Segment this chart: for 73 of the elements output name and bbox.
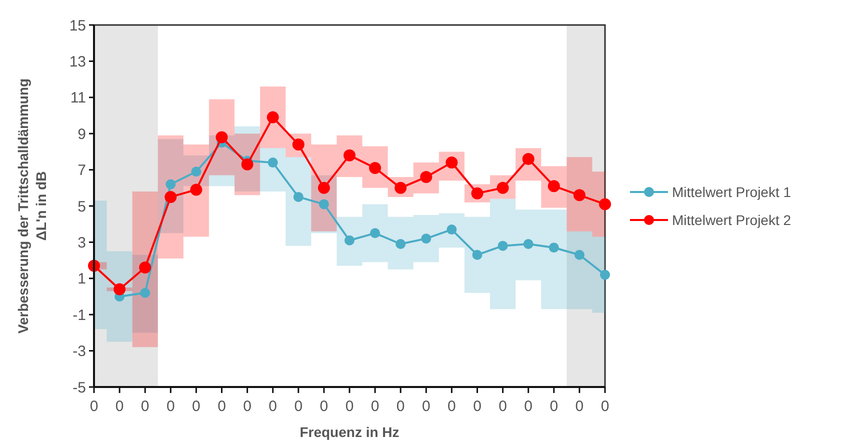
x-tick-label: 0 <box>422 398 430 415</box>
y-axis-title: Verbesserung der Trittschalldämmung ΔL'n in dB <box>15 78 49 334</box>
point <box>370 228 380 238</box>
x-tick-label: 0 <box>90 398 98 415</box>
point <box>471 187 484 200</box>
x-tick-label: 0 <box>575 398 584 415</box>
point <box>523 239 534 250</box>
point <box>548 242 559 253</box>
point <box>139 262 152 274</box>
x-tick-label: 0 <box>498 398 507 415</box>
point <box>292 138 304 150</box>
x-tick-label: 0 <box>320 398 328 415</box>
point <box>548 180 560 192</box>
point <box>266 111 279 124</box>
point <box>318 182 330 194</box>
legend-label: Mittelwert Projekt 2 <box>672 212 792 228</box>
x-tick-label: 0 <box>268 398 278 415</box>
point <box>166 179 176 190</box>
point <box>574 250 584 260</box>
point <box>420 171 432 184</box>
y-tick-label: -1 <box>72 306 86 324</box>
x-tick-label: 0 <box>294 398 303 415</box>
point <box>396 239 406 250</box>
point <box>318 199 329 210</box>
point <box>344 149 356 162</box>
x-tick-label: 0 <box>243 398 252 415</box>
y-tick-label: 15 <box>69 17 86 34</box>
x-tick-label: 0 <box>396 398 405 415</box>
point <box>600 270 610 280</box>
y-tick-label: 1 <box>78 270 86 288</box>
y-tick-label: 11 <box>70 90 86 107</box>
x-tick-label: 0 <box>600 398 610 415</box>
x-axis-title: Frequenz in Hz <box>300 424 400 440</box>
y-tick-label: 7 <box>78 162 86 180</box>
point <box>140 288 150 298</box>
x-tick-label: 0 <box>115 398 124 415</box>
point <box>164 190 177 203</box>
x-tick-label: 0 <box>140 398 150 415</box>
x-tick-label: 0 <box>524 398 533 415</box>
point <box>293 192 304 202</box>
point <box>394 182 407 194</box>
point <box>241 158 254 170</box>
legend-label: Mittelwert Projekt 1 <box>672 184 792 200</box>
point <box>446 156 458 169</box>
point <box>472 250 482 260</box>
point <box>191 166 202 177</box>
point <box>498 240 508 251</box>
point <box>421 234 432 244</box>
x-tick-label: 0 <box>473 398 482 415</box>
y-tick-label: -3 <box>72 343 86 360</box>
x-tick-label: 0 <box>192 398 200 415</box>
x-tick-label: 0 <box>345 398 354 415</box>
point <box>496 182 509 194</box>
x-tick-label: 0 <box>166 398 175 415</box>
point <box>190 184 202 196</box>
point <box>268 158 278 168</box>
point <box>344 235 354 246</box>
point <box>216 131 228 144</box>
y-tick-label: 5 <box>78 198 86 216</box>
point <box>599 198 611 210</box>
y-tick-label: -5 <box>72 379 86 396</box>
point <box>522 152 534 165</box>
x-tick-label: 0 <box>370 398 380 415</box>
point <box>369 162 382 174</box>
y-tick-label: 9 <box>78 126 86 143</box>
point <box>114 283 126 296</box>
point <box>446 224 457 235</box>
x-tick-label: 0 <box>550 398 558 415</box>
x-tick-label: 0 <box>218 398 226 415</box>
x-tick-label: 0 <box>448 398 456 415</box>
y-tick-label: 13 <box>69 53 86 70</box>
point <box>573 189 586 202</box>
y-tick-label: 3 <box>78 234 86 252</box>
